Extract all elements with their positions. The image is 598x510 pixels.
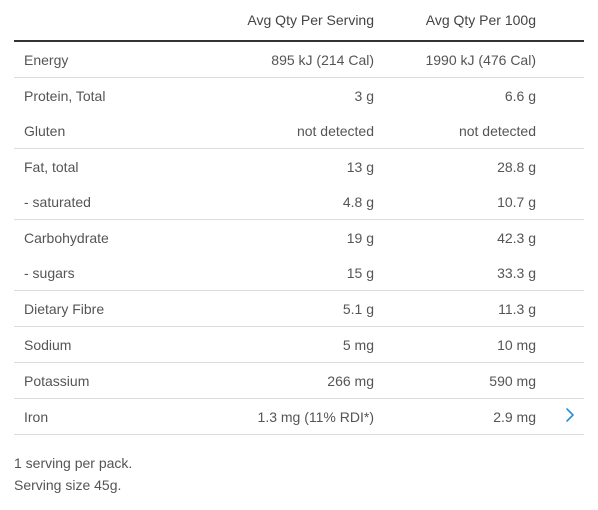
header-nutrient: [14, 0, 214, 42]
nutrition-table: Avg Qty Per Serving Avg Qty Per 100g Ene…: [14, 0, 584, 435]
table-row-fat-total: Fat, total 13 g 28.8 g: [14, 148, 584, 184]
chevron-right-icon[interactable]: [564, 407, 576, 423]
table-row-saturated: - saturated 4.8 g 10.7 g: [14, 184, 584, 220]
nutrient-name: Iron: [14, 398, 214, 435]
per-serving-value: 3 g: [214, 77, 374, 113]
table-row-sugars: - sugars 15 g 33.3 g: [14, 255, 584, 291]
nutrition-panel: Avg Qty Per Serving Avg Qty Per 100g Ene…: [14, 0, 584, 435]
table-row-energy: Energy 895 kJ (214 Cal) 1990 kJ (476 Cal…: [14, 41, 584, 78]
nutrient-name: Gluten: [24, 122, 66, 139]
per-serving-value: 5 mg: [214, 326, 374, 363]
nutrient-name: Sodium: [14, 326, 214, 363]
per-serving-value: 19 g: [214, 219, 374, 255]
nutrient-name: - saturated: [24, 193, 91, 210]
nutrient-name: Dietary Fibre: [14, 290, 214, 327]
table-row-gluten: Gluten not detected not detected: [14, 113, 584, 149]
header-spacer: [556, 0, 584, 42]
table-row-iron: Iron 1.3 mg (11% RDI*) 2.9 mg: [14, 398, 584, 435]
per-serving-value: 4.8 g: [342, 193, 374, 210]
per-100g-value: 2.9 mg: [374, 398, 556, 435]
per-serving-value: 15 g: [346, 264, 374, 281]
per-100g-value: 590 mg: [374, 362, 556, 399]
per-serving-value: 895 kJ (214 Cal): [271, 51, 374, 68]
table-header-row: Avg Qty Per Serving Avg Qty Per 100g: [14, 0, 584, 42]
table-row-dietary-fibre: Dietary Fibre 5.1 g 11.3 g: [14, 290, 584, 327]
per-serving-value: not detected: [296, 122, 374, 139]
servings-per-pack: 1 serving per pack.: [14, 455, 133, 471]
nutrient-name: Fat, total: [14, 148, 214, 184]
header-per-100g: Avg Qty Per 100g: [374, 0, 556, 42]
per-serving-value: 1.3 mg (11% RDI*): [214, 398, 374, 435]
per-100g-value: 10 mg: [374, 326, 556, 363]
serving-info: 1 serving per pack. Serving size 45g.: [14, 452, 132, 496]
per-100g-value: 42.3 g: [374, 219, 556, 255]
per-serving-value: 5.1 g: [214, 290, 374, 327]
nutrient-name: Carbohydrate: [14, 219, 214, 255]
table-row-potassium: Potassium 266 mg 590 mg: [14, 362, 584, 399]
per-100g-value: 28.8 g: [374, 148, 556, 184]
per-100g-value: not detected: [458, 122, 536, 139]
per-100g-value: 11.3 g: [374, 290, 556, 327]
nutrient-name: Energy: [24, 51, 69, 68]
per-100g-value: 10.7 g: [497, 193, 536, 210]
per-100g-value: 6.6 g: [374, 77, 556, 113]
header-per-serving: Avg Qty Per Serving: [214, 0, 374, 42]
table-row-sodium: Sodium 5 mg 10 mg: [14, 326, 584, 363]
per-100g-value: 33.3 g: [497, 264, 536, 281]
nutrient-name: Protein, Total: [14, 77, 214, 113]
nutrient-name: - sugars: [24, 264, 75, 281]
table-row-protein: Protein, Total 3 g 6.6 g: [14, 77, 584, 113]
per-serving-value: 266 mg: [214, 362, 374, 399]
per-serving-value: 13 g: [214, 148, 374, 184]
per-100g-value: 1990 kJ (476 Cal): [425, 51, 536, 68]
nutrient-name: Potassium: [14, 362, 214, 399]
serving-size: Serving size 45g.: [14, 477, 122, 493]
table-row-carbohydrate: Carbohydrate 19 g 42.3 g: [14, 219, 584, 255]
